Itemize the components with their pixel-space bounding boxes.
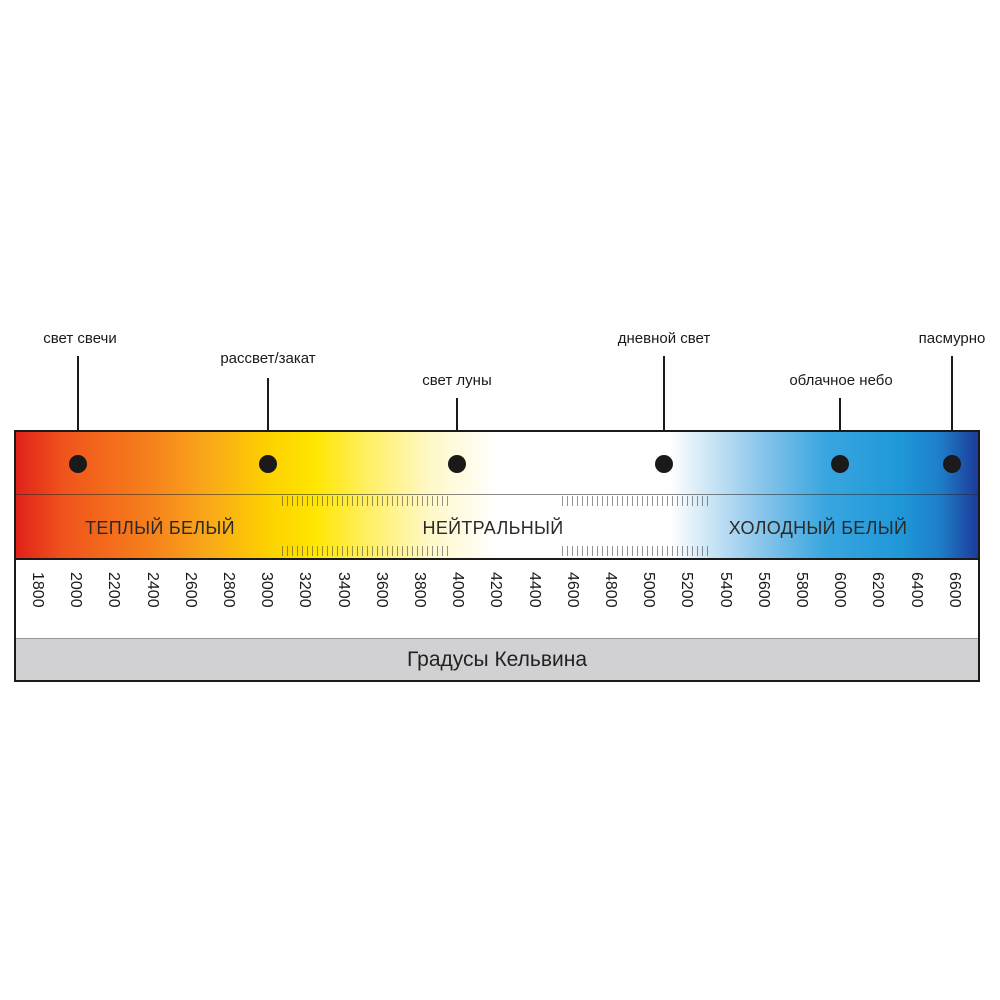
leader-line-sunrise (267, 378, 269, 464)
hatch-marks-upper-warm (282, 496, 452, 506)
zone-label-warm: ТЕПЛЫЙ БЕЛЫЙ (85, 518, 235, 538)
leader-line-overcast (951, 356, 953, 464)
color-temperature-spectrum (16, 432, 978, 558)
marker-dot-sunrise (259, 455, 277, 473)
source-label-cloudy-sky: облачное небо (789, 372, 893, 389)
marker-dot-overcast (943, 455, 961, 473)
hatch-marks-lower-warm (282, 546, 452, 556)
diagram-frame (14, 430, 980, 682)
leader-line-daylight (663, 356, 665, 464)
hatch-marks-lower-cool (562, 546, 712, 556)
source-label-moon: свет луны (422, 372, 492, 389)
source-label-overcast: пасмурно (918, 330, 986, 347)
leader-line-candle (77, 356, 79, 464)
unit-label: Градусы Кельвина (406, 648, 588, 671)
kelvin-scale (16, 558, 978, 638)
zone-label-cool: ХОЛОДНЫЙ БЕЛЫЙ (728, 518, 908, 538)
marker-dot-daylight (655, 455, 673, 473)
zone-label-neutral: НЕЙТРАЛЬНЫЙ (422, 518, 564, 538)
marker-dot-candle (69, 455, 87, 473)
hatch-marks-upper-cool (562, 496, 712, 506)
source-label-sunrise: рассвет/закат (220, 350, 316, 367)
marker-dot-moon (448, 455, 466, 473)
source-label-daylight: дневной свет (617, 330, 711, 347)
spectrum-divider (16, 494, 978, 495)
unit-bar: Градусы Кельвина (16, 638, 978, 681)
source-label-candle: свет свечи (43, 330, 117, 347)
marker-dot-cloudy-sky (831, 455, 849, 473)
